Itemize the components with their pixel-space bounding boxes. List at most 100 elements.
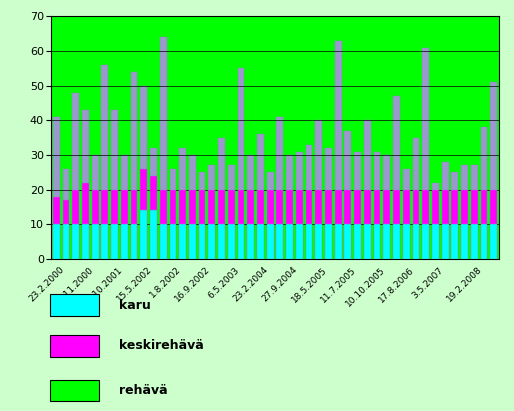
Bar	[325, 148, 332, 259]
Bar	[364, 224, 371, 259]
Bar	[306, 145, 313, 259]
Bar	[228, 165, 235, 259]
Bar	[111, 110, 118, 259]
Bar	[247, 224, 254, 259]
Bar	[344, 131, 351, 259]
Bar	[383, 224, 390, 259]
Bar	[344, 224, 351, 259]
Bar	[101, 224, 108, 259]
Bar	[393, 96, 400, 259]
Bar	[82, 110, 89, 259]
Bar	[121, 155, 127, 259]
Bar	[257, 189, 264, 224]
Bar	[140, 210, 147, 259]
Bar	[199, 172, 206, 259]
Bar	[413, 138, 419, 259]
Bar	[461, 224, 468, 259]
Bar	[160, 224, 167, 259]
Bar	[286, 155, 293, 259]
Bar	[490, 189, 497, 224]
Bar	[121, 189, 127, 224]
Bar	[267, 189, 273, 224]
Bar	[451, 189, 458, 224]
Bar	[461, 189, 468, 224]
Bar	[189, 224, 196, 259]
Bar	[481, 224, 487, 259]
Bar	[267, 224, 273, 259]
Bar	[393, 224, 400, 259]
Bar	[179, 189, 186, 224]
Bar	[111, 189, 118, 224]
Bar	[160, 37, 167, 259]
Bar	[374, 152, 380, 259]
Bar	[140, 169, 147, 210]
Bar	[286, 224, 293, 259]
Bar	[335, 224, 342, 259]
Text: rehävä: rehävä	[119, 384, 168, 397]
Bar	[91, 155, 99, 259]
Bar	[423, 48, 429, 259]
Bar	[354, 189, 361, 224]
Bar	[131, 224, 137, 259]
Bar	[189, 189, 196, 224]
Bar	[364, 189, 371, 224]
Bar	[383, 155, 390, 259]
Bar	[208, 165, 215, 259]
Bar	[403, 169, 410, 259]
Bar	[170, 189, 176, 224]
Bar	[374, 189, 380, 224]
Bar	[208, 224, 215, 259]
Bar	[354, 224, 361, 259]
Bar	[218, 224, 225, 259]
Bar	[218, 189, 225, 224]
Bar	[471, 224, 478, 259]
Bar	[208, 189, 215, 224]
Bar	[237, 68, 244, 259]
Bar	[481, 127, 487, 259]
Bar	[179, 224, 186, 259]
Bar	[383, 189, 390, 224]
Bar	[150, 148, 157, 259]
Bar	[50, 335, 99, 357]
Bar	[140, 86, 147, 259]
Bar	[442, 162, 449, 259]
Bar	[247, 155, 254, 259]
Bar	[296, 189, 303, 224]
Bar	[451, 172, 458, 259]
Bar	[413, 189, 419, 224]
Bar	[160, 189, 167, 224]
Bar	[101, 189, 108, 224]
Bar	[72, 92, 79, 259]
Bar	[63, 169, 69, 259]
Bar	[296, 152, 303, 259]
Bar	[72, 224, 79, 259]
Bar	[53, 117, 60, 259]
Bar	[170, 169, 176, 259]
Bar	[393, 189, 400, 224]
Bar	[432, 189, 439, 224]
Bar	[432, 224, 439, 259]
Bar	[228, 189, 235, 224]
Bar	[374, 224, 380, 259]
Bar	[257, 224, 264, 259]
Bar	[423, 189, 429, 224]
Bar	[296, 224, 303, 259]
Bar	[335, 189, 342, 224]
Bar	[199, 224, 206, 259]
Bar	[344, 189, 351, 224]
Bar	[277, 189, 283, 224]
Bar	[442, 189, 449, 224]
Bar	[179, 148, 186, 259]
Bar	[170, 224, 176, 259]
Bar	[413, 224, 419, 259]
Bar	[82, 183, 89, 224]
Bar	[189, 155, 196, 259]
Bar	[267, 172, 273, 259]
Bar	[50, 380, 99, 402]
Bar	[150, 210, 157, 259]
Bar	[50, 294, 99, 316]
Bar	[63, 224, 69, 259]
Bar	[306, 224, 313, 259]
Bar	[53, 196, 60, 224]
Bar	[247, 189, 254, 224]
